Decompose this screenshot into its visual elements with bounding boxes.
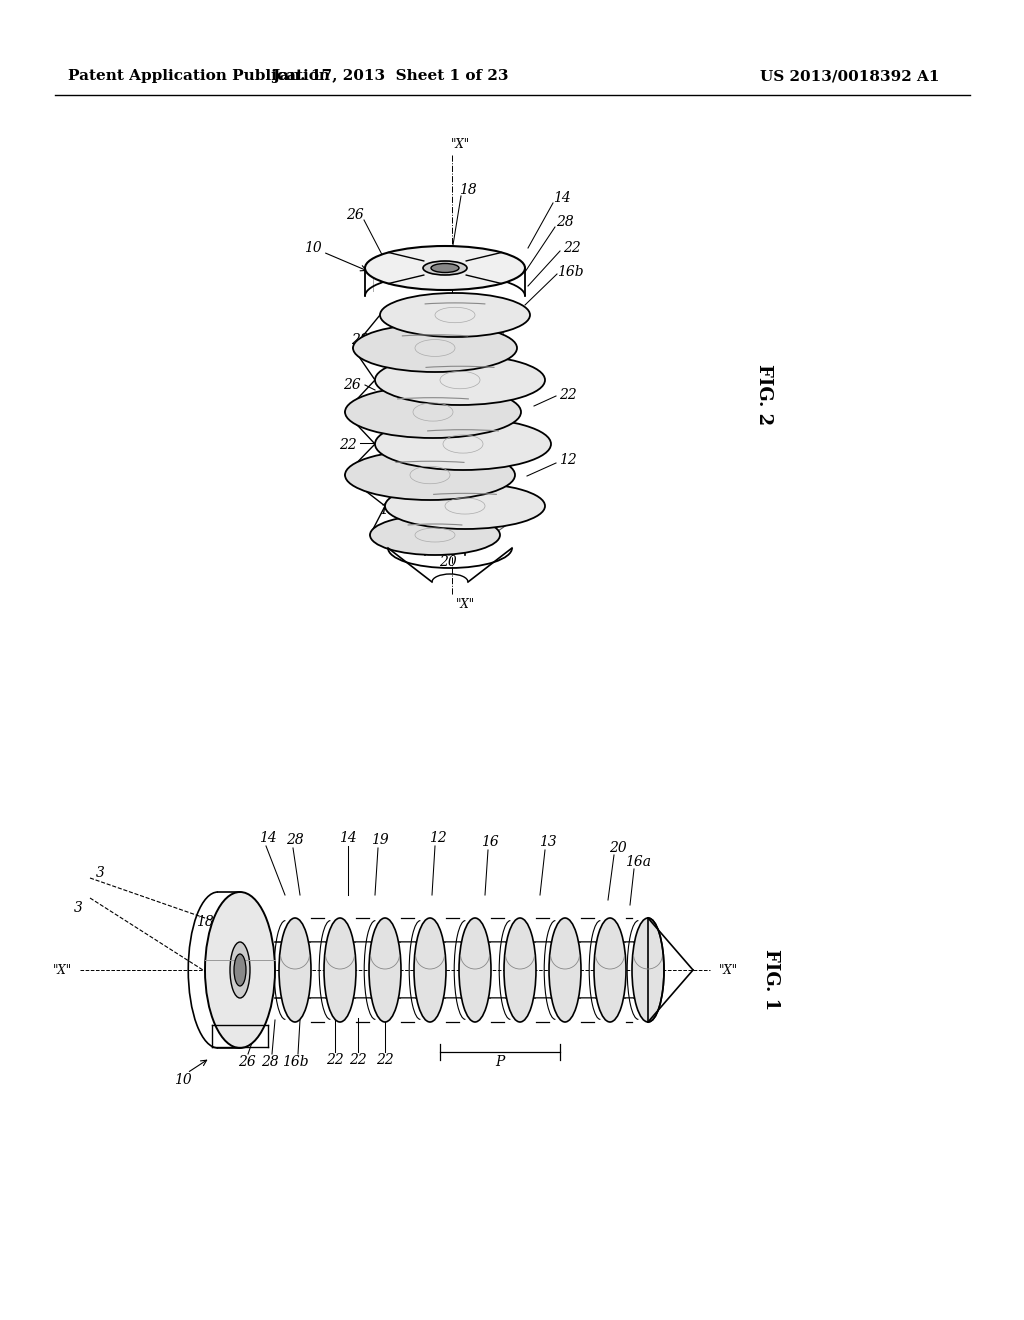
Ellipse shape [414,917,446,1022]
Text: 16b: 16b [282,1055,308,1069]
Text: 22: 22 [559,388,577,403]
Text: Patent Application Publication: Patent Application Publication [68,69,330,83]
Text: 20: 20 [609,841,627,855]
Text: 22: 22 [563,242,581,255]
Text: 26: 26 [346,209,364,222]
Text: 16b: 16b [557,265,584,279]
Text: "X": "X" [456,598,474,611]
Text: 22: 22 [339,438,357,451]
Text: 20: 20 [439,554,457,569]
Text: "X": "X" [719,964,737,977]
Ellipse shape [459,917,490,1022]
Text: P: P [496,1055,505,1069]
Ellipse shape [594,917,626,1022]
Text: 16a: 16a [402,533,428,546]
Ellipse shape [380,293,530,337]
Ellipse shape [431,264,459,272]
Text: 12: 12 [559,453,577,467]
Text: 28: 28 [351,333,369,347]
Ellipse shape [370,515,500,554]
Text: 22: 22 [326,1053,344,1067]
Text: 28: 28 [286,833,304,847]
Ellipse shape [345,450,515,500]
Text: 10: 10 [174,1073,191,1086]
Ellipse shape [375,418,551,470]
Text: 13: 13 [539,836,557,849]
Ellipse shape [234,954,246,986]
Text: Jan. 17, 2013  Sheet 1 of 23: Jan. 17, 2013 Sheet 1 of 23 [271,69,508,83]
Text: 13: 13 [379,503,397,517]
Text: 3: 3 [95,866,104,880]
Text: 16a: 16a [625,855,651,869]
Text: FIG. 2: FIG. 2 [755,364,773,425]
Text: 12: 12 [429,832,446,845]
Ellipse shape [369,917,401,1022]
Ellipse shape [279,917,311,1022]
Text: 18: 18 [459,183,477,197]
Text: "X": "X" [451,139,470,152]
Text: 22: 22 [376,1053,394,1067]
Ellipse shape [345,385,521,438]
Text: 16: 16 [481,836,499,849]
Text: 19: 19 [371,833,389,847]
Ellipse shape [365,246,525,290]
Ellipse shape [632,917,664,1022]
Text: 28: 28 [556,215,573,228]
Ellipse shape [324,917,356,1022]
Ellipse shape [353,323,517,372]
Text: 14: 14 [339,832,357,845]
Text: "X": "X" [52,964,72,977]
Text: 22: 22 [349,1053,367,1067]
Ellipse shape [375,355,545,405]
Text: 26: 26 [343,378,360,392]
Ellipse shape [504,917,536,1022]
Text: 3: 3 [74,902,83,915]
Ellipse shape [385,483,545,529]
Ellipse shape [205,892,275,1048]
Text: 10: 10 [304,242,322,255]
Ellipse shape [423,261,467,275]
Text: US 2013/0018392 A1: US 2013/0018392 A1 [760,69,939,83]
Text: FIG. 1: FIG. 1 [762,949,780,1011]
Text: 18: 18 [197,915,214,929]
Text: 28: 28 [261,1055,279,1069]
Ellipse shape [230,942,250,998]
Text: 14: 14 [553,191,570,205]
Ellipse shape [549,917,581,1022]
Text: 26: 26 [239,1055,256,1069]
Text: 14: 14 [259,832,276,845]
